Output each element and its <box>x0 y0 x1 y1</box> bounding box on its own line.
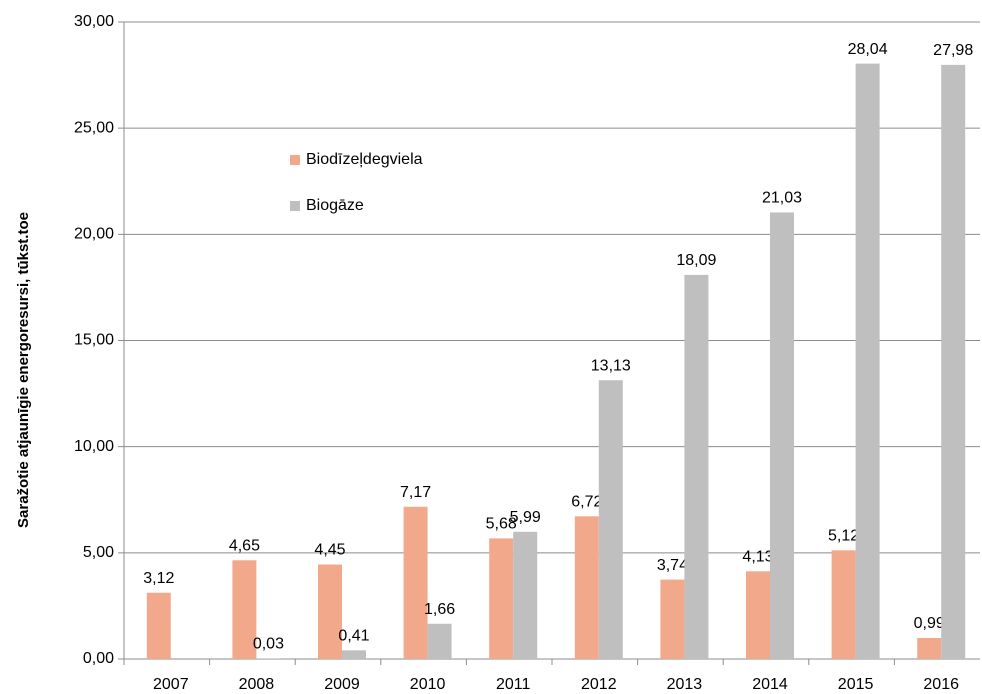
bar <box>489 538 514 659</box>
bar <box>574 516 599 659</box>
y-tick-label: 20,00 <box>74 226 114 243</box>
x-tick-label: 2011 <box>496 676 531 693</box>
bar <box>917 637 942 659</box>
x-tick-label: 2007 <box>153 676 189 693</box>
value-label: 28,04 <box>848 41 888 58</box>
value-label: 4,65 <box>229 537 260 554</box>
x-tick-label: 2010 <box>410 676 446 693</box>
value-label: 0,41 <box>338 628 369 645</box>
x-tick-label: 2014 <box>752 676 788 693</box>
bar <box>232 560 257 659</box>
x-tick-label: 2013 <box>667 676 703 693</box>
bar <box>318 564 342 659</box>
value-label: 7,17 <box>400 484 431 501</box>
x-tick-label: 2009 <box>324 676 360 693</box>
value-label: 3,74 <box>657 557 688 574</box>
x-tick-label: 2015 <box>838 676 874 693</box>
bar <box>855 63 880 660</box>
bar <box>427 623 452 659</box>
bar <box>513 531 538 659</box>
value-label: 0,99 <box>914 615 945 632</box>
y-tick-label: 30,00 <box>74 13 114 30</box>
legend-swatch <box>290 201 300 211</box>
y-axis-label: Saražotie atjaunīgie energoresursi, tūks… <box>15 212 32 528</box>
value-label: 18,09 <box>676 252 716 269</box>
value-label: 4,45 <box>314 542 345 559</box>
y-tick-label: 10,00 <box>74 438 114 455</box>
bar <box>598 380 623 659</box>
y-tick-label: 25,00 <box>74 119 114 136</box>
value-label: 4,13 <box>742 549 773 566</box>
value-label: 5,99 <box>510 509 541 526</box>
value-label: 1,66 <box>424 601 455 618</box>
bar <box>256 658 281 659</box>
x-tick-label: 2008 <box>239 676 275 693</box>
bar <box>746 571 770 659</box>
value-label: 5,68 <box>486 516 517 533</box>
bar <box>660 579 685 659</box>
y-tick-label: 15,00 <box>74 332 114 349</box>
legend-label: Biodīzeļdegviela <box>306 151 423 168</box>
y-tick-label: 0,00 <box>83 650 114 667</box>
value-label: 3,12 <box>143 570 174 587</box>
value-label: 5,12 <box>828 528 859 545</box>
bar <box>770 212 794 659</box>
legend-label: Biogāze <box>306 197 364 214</box>
y-tick-label: 5,00 <box>83 544 114 561</box>
value-label: 27,98 <box>933 42 973 59</box>
value-label: 6,72 <box>571 494 602 511</box>
bar <box>403 506 428 659</box>
x-tick-label: 2016 <box>923 676 959 693</box>
bar <box>342 650 366 659</box>
bar <box>941 64 966 659</box>
x-tick-label: 2012 <box>581 676 617 693</box>
bar <box>684 274 709 659</box>
value-label: 0,03 <box>253 636 284 653</box>
value-label: 21,03 <box>762 190 802 207</box>
value-label: 13,13 <box>591 357 631 374</box>
bar <box>831 550 856 659</box>
bar <box>146 592 171 659</box>
legend-swatch <box>290 155 300 165</box>
